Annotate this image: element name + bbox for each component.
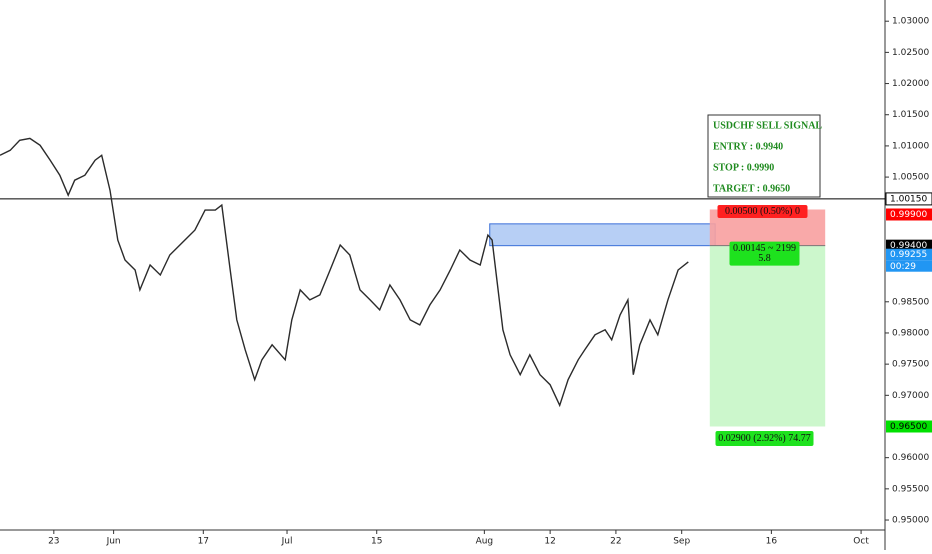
entry-label-bg (729, 241, 800, 266)
y-tick-label: 0.95000 (892, 516, 929, 526)
y-tick-label: 1.02000 (892, 79, 929, 89)
countdown-bg (886, 260, 932, 272)
x-tick-label: Oct (853, 537, 869, 547)
y-tick-label: 1.01500 (892, 110, 929, 120)
stop-label-bg (717, 204, 808, 218)
price-label: 0.99400 (890, 241, 927, 251)
y-tick-label: 0.98000 (892, 328, 929, 338)
signal-text: STOP : 0.9990 (713, 162, 774, 173)
price-label: 0.99255 (890, 250, 927, 260)
x-tick-label: 23 (48, 537, 59, 547)
x-tick-label: 12 (544, 537, 555, 547)
countdown: 00:29 (890, 262, 916, 272)
signal-box (707, 114, 821, 198)
x-tick-label: 17 (198, 537, 209, 547)
zone (489, 223, 716, 247)
x-tick-label: Jun (106, 537, 121, 547)
x-tick-label: Aug (476, 537, 494, 547)
price-label-bg (886, 248, 932, 261)
price-label-bg (886, 208, 932, 221)
entry-label-2: 5.8 (758, 253, 771, 264)
price-label-bg (886, 239, 932, 252)
y-tick-label: 0.98500 (892, 297, 929, 307)
y-tick-label: 1.03000 (892, 17, 929, 27)
price-label-bg (885, 192, 932, 206)
y-tick-label: 0.97500 (892, 360, 929, 370)
x-tick-label: 22 (610, 537, 621, 547)
signal-text: TARGET : 0.9650 (713, 183, 790, 194)
price-label: 0.96500 (890, 422, 927, 432)
y-tick-label: 0.95500 (892, 484, 929, 494)
y-tick-label: 0.96000 (892, 453, 929, 463)
entry-label: 0.00145 ~ 2199 (733, 243, 796, 254)
signal-text: USDCHF SELL SIGNAL (713, 120, 822, 131)
target-zone (709, 245, 826, 427)
y-tick-label: 1.02500 (892, 48, 929, 58)
y-tick-label: 0.97000 (892, 391, 929, 401)
price-label: 1.00150 (890, 194, 927, 204)
y-tick-label: 1.00500 (892, 173, 929, 183)
x-tick-label: Jul (281, 537, 293, 547)
x-tick-label: Sep (673, 537, 690, 547)
stop-label: 0.00500 (0.50%) 0 (725, 206, 800, 217)
price-line (0, 137, 689, 408)
price-label-bg (886, 420, 932, 433)
x-tick-label: 16 (766, 537, 778, 547)
y-tick-label: 1.01000 (892, 141, 929, 151)
price-label: 0.99900 (890, 210, 927, 220)
x-tick-label: 15 (371, 537, 382, 547)
target-label: 0.02900 (2.92%) 74.77 (718, 433, 811, 444)
signal-text: ENTRY : 0.9940 (713, 141, 783, 152)
target-label-bg (715, 430, 814, 446)
